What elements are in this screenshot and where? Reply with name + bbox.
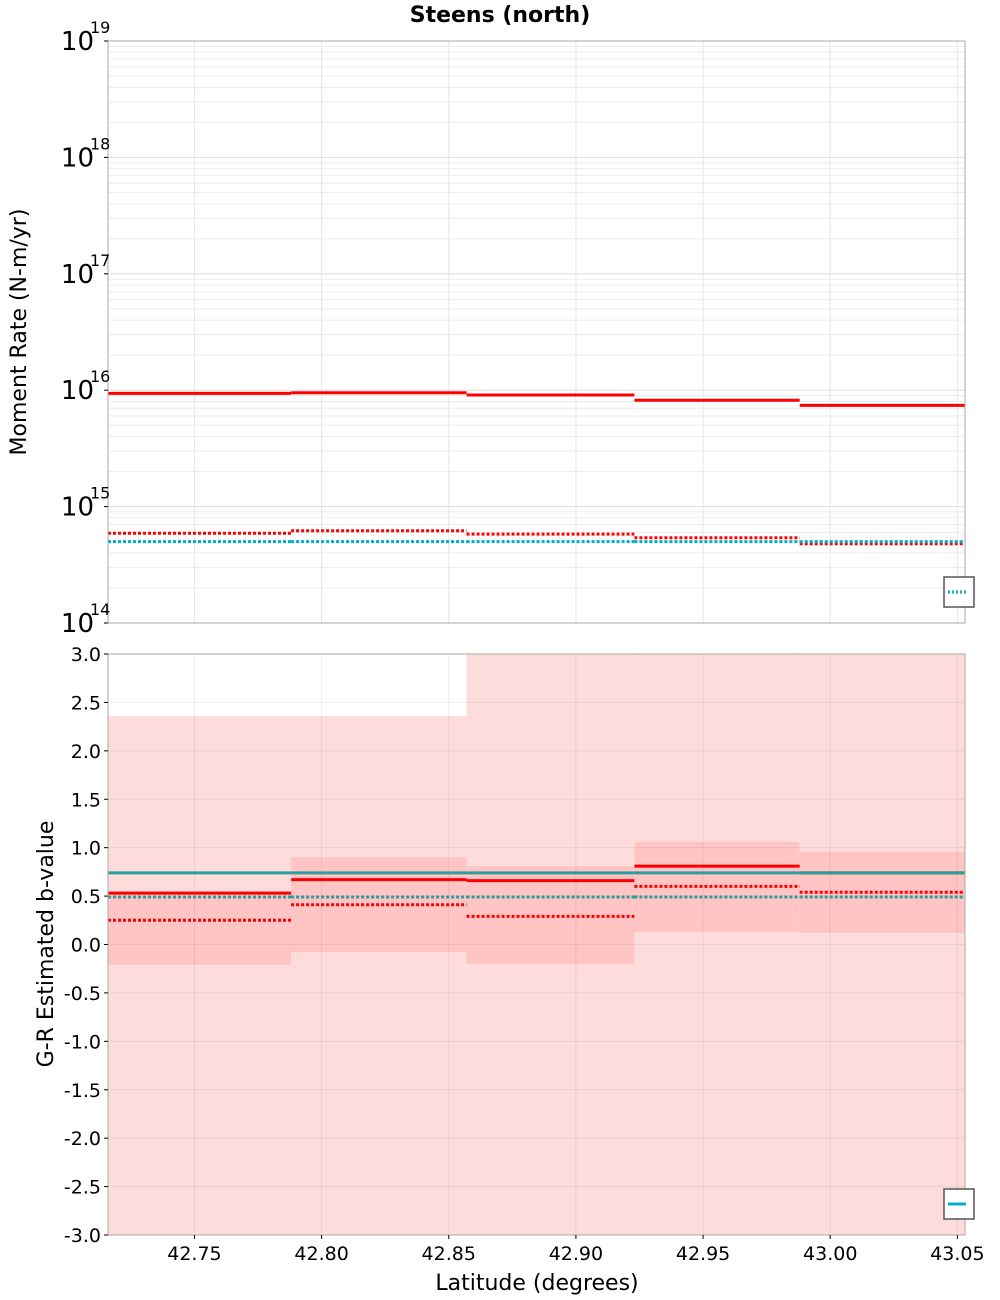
band-outer-uncertainty [108,715,292,1235]
bottom-y-tick-label: -2.5 [64,1177,101,1199]
top-y-tick-base: 10 [61,376,94,406]
x-axis-label: Latitude (degrees) [435,1271,638,1296]
top-y-tick-exponent: 17 [90,251,110,270]
bottom-y-axis-label: G-R Estimated b-value [34,821,59,1068]
bottom-y-tick-label: -3.0 [64,1225,101,1247]
top-legend[interactable] [943,576,975,608]
top-y-tick-base: 10 [61,143,94,173]
top-y-axis-label: Moment Rate (N-m/yr) [7,209,32,456]
top-y-tick-base: 10 [61,260,94,290]
bottom-x-ticks: 42.75 42.80 42.85 42.90 42.95 43.00 43.05 [167,1235,985,1265]
bottom-y-tick-label: -2.0 [64,1128,101,1150]
bottom-y-tick-label: -1.5 [64,1080,101,1102]
bottom-y-tick-label: 0.5 [71,886,101,908]
bottom-y-tick-label: -1.0 [64,1031,101,1053]
bottom-legend[interactable] [943,1188,975,1220]
top-y-tick-base: 10 [61,609,94,639]
top-y-tick-exponent: 15 [90,484,110,503]
bottom-y-tick-label: 0.0 [71,935,101,957]
top-series [108,391,965,546]
bottom-y-tick-label: 1.0 [71,838,101,860]
top-y-tick-exponent: 14 [90,600,110,619]
chart-title: Steens (north) [410,3,591,28]
band-outer-uncertainty [799,654,965,1235]
top-y-tick-base: 10 [61,493,94,523]
x-tick-label: 42.75 [167,1243,221,1265]
x-tick-label: 42.80 [294,1243,348,1265]
band-outer-uncertainty [291,715,467,1235]
bottom-grid [108,653,965,1236]
x-tick-label: 43.00 [803,1243,857,1265]
top-y-tick-exponent: 18 [90,134,110,153]
bottom-y-tick-label: 2.0 [71,741,101,763]
top-grid [108,40,965,624]
bottom-y-tick-label: 3.0 [71,644,101,666]
bottom-series [108,864,965,922]
x-tick-label: 42.90 [549,1243,603,1265]
b-value-panel: -3.0 -2.5 -2.0 -1.5 -1.0 -0.5 0.0 0.5 1.0 1.5 2.0 2… [34,644,985,1296]
bottom-y-tick-label: 2.5 [71,692,101,714]
bottom-y-tick-label: 1.5 [71,789,101,811]
x-tick-label: 42.85 [422,1243,476,1265]
x-tick-label: 43.05 [930,1243,984,1265]
top-y-tick-base: 10 [61,27,94,57]
top-y-tick-exponent: 16 [90,367,110,386]
top-plot-area [108,41,965,623]
bottom-y-ticks: -3.0 -2.5 -2.0 -1.5 -1.0 -0.5 0.0 0.5 1.0 1.5 2.0 2… [64,644,108,1247]
top-plot-frame [107,40,966,624]
band-outer-uncertainty [634,654,800,1235]
top-y-tick-exponent: 19 [90,18,110,37]
band-inner-uncertainty [108,891,292,965]
bottom-y-tick-label: -0.5 [64,983,101,1005]
x-tick-label: 42.95 [676,1243,730,1265]
